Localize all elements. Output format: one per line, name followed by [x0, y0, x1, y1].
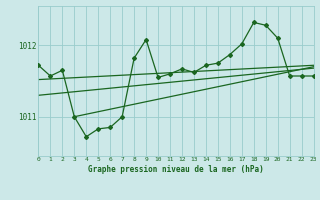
X-axis label: Graphe pression niveau de la mer (hPa): Graphe pression niveau de la mer (hPa): [88, 165, 264, 174]
